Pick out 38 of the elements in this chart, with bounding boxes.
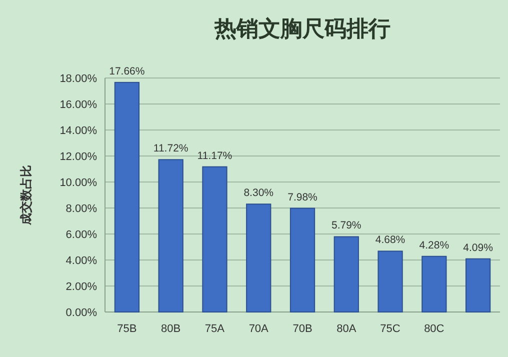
data-label: 7.98% (288, 191, 318, 204)
data-label: 4.68% (375, 234, 406, 246)
bar (158, 159, 184, 312)
y-tick-label: 4.00% (66, 255, 98, 267)
bar (290, 208, 316, 312)
y-tick-label: 2.00% (66, 281, 98, 293)
data-label: 8.30% (244, 187, 274, 200)
y-tick-label: 18.00% (60, 73, 98, 85)
data-label: 5.79% (332, 220, 362, 232)
x-tick-label: 80A (336, 323, 357, 335)
y-tick-label: 14.00% (60, 125, 98, 137)
x-tick-label: 80B (161, 323, 181, 335)
bar (246, 204, 272, 312)
y-axis-title: 成交数占比 (19, 165, 33, 226)
y-tick-label: 12.00% (60, 151, 98, 163)
data-label: 11.72% (153, 142, 188, 155)
x-tick-label: 75C (380, 323, 400, 335)
chart-title: 热销文胸尺码排行 (214, 16, 390, 41)
x-tick-label: 80C (424, 323, 444, 335)
data-label: 4.28% (419, 239, 450, 252)
y-tick-label: 8.00% (66, 203, 98, 215)
y-tick-label: 10.00% (60, 177, 98, 189)
data-label: 11.17% (197, 150, 232, 162)
x-tick-label: 75A (204, 323, 226, 335)
bar (202, 166, 228, 312)
x-tick-label: 70B (292, 323, 312, 335)
bar (465, 258, 491, 312)
y-tick-label: 0.00% (66, 307, 98, 319)
bar (114, 82, 140, 312)
bar (378, 250, 403, 312)
bar (422, 256, 447, 312)
x-tick-label: 75B (117, 323, 137, 335)
y-tick-label: 6.00% (66, 229, 98, 241)
y-tick-label: 16.00% (60, 99, 98, 111)
bar (334, 236, 359, 312)
data-label: 17.66% (109, 65, 145, 78)
x-tick-label: 70A (248, 323, 270, 335)
data-label: 4.09% (463, 242, 493, 254)
